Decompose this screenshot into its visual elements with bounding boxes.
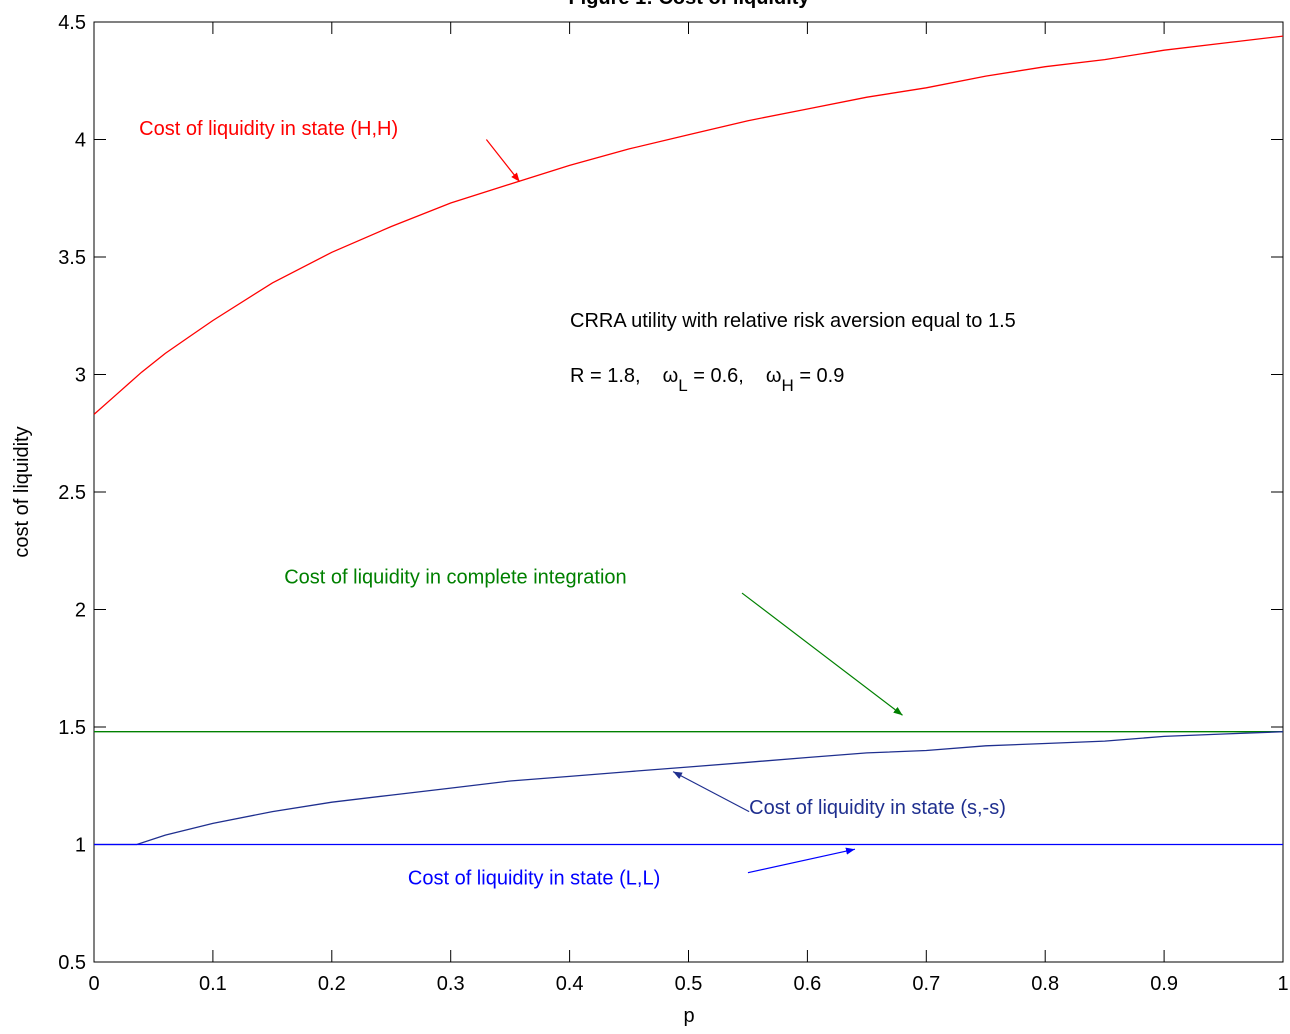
omega-h-symbol: ω — [766, 365, 782, 387]
series-layer — [93, 35, 1284, 846]
annotation-label: Cost of liquidity in complete integratio… — [284, 567, 626, 589]
note-r-value: R = 1.8, — [570, 365, 641, 387]
y-tick-label: 2 — [75, 600, 86, 622]
x-tick-label: 1 — [1277, 973, 1288, 995]
y-tick-label: 2.5 — [58, 482, 86, 504]
note-params: R = 1.8, ωL = 0.6, ωH = 0.9 — [570, 365, 844, 395]
series-line — [93, 35, 1284, 415]
annotation-label: Cost of liquidity in state (L,L) — [408, 867, 660, 889]
annotation-label: Cost of liquidity in state (H,H) — [139, 118, 398, 140]
y-tick-label: 0.5 — [58, 952, 86, 974]
annotation-arrow — [747, 847, 856, 874]
chart-title: Figure 1: Cost of liquidity — [568, 0, 810, 9]
x-tick-label: 0.8 — [1031, 973, 1059, 995]
x-tick-label: 0.4 — [556, 973, 584, 995]
x-tick-label: 0.7 — [912, 973, 940, 995]
omega-h-subscript: H — [781, 376, 793, 395]
x-tick-label: 0.1 — [199, 973, 227, 995]
y-axis-ticks: 0.5 1 1.5 2 2.5 3 3.5 4 4.5 — [58, 12, 1283, 974]
y-axis-label: cost of liquidity — [11, 426, 33, 557]
annotation-label: Cost of liquidity in state (s,-s) — [749, 797, 1006, 819]
annotation-arrow — [741, 592, 903, 716]
annotation-layer: Cost of liquidity in state (H,H) Cost of … — [139, 118, 1006, 890]
series-line — [94, 731, 1284, 846]
x-tick-label: 0.2 — [318, 973, 346, 995]
x-tick-label: 0.5 — [675, 973, 703, 995]
x-tick-label: 0.6 — [793, 973, 821, 995]
note-crra: CRRA utility with relative risk aversion… — [570, 310, 1016, 332]
x-axis-label: p — [683, 1005, 694, 1027]
x-axis-ticks: 0 0.1 0.2 0.3 0.4 0.5 0.6 0.7 0.8 0.9 1 — [88, 22, 1289, 995]
plot-area — [93, 21, 1284, 963]
y-tick-label: 3.5 — [58, 247, 86, 269]
y-tick-label: 4 — [75, 130, 86, 152]
x-tick-label: 0.9 — [1150, 973, 1178, 995]
omega-l-value: = 0.6, — [688, 365, 744, 387]
omega-l-symbol: ω — [663, 365, 679, 387]
y-tick-label: 1 — [75, 835, 86, 857]
y-tick-label: 4.5 — [58, 12, 86, 34]
x-tick-label: 0.3 — [437, 973, 465, 995]
annotation-arrow — [672, 771, 750, 813]
omega-h-value: = 0.9 — [794, 365, 845, 387]
omega-l-subscript: L — [678, 376, 687, 395]
annotation-arrow — [485, 139, 521, 183]
y-tick-label: 3 — [75, 365, 86, 387]
x-tick-label: 0 — [88, 973, 99, 995]
y-tick-label: 1.5 — [58, 717, 86, 739]
